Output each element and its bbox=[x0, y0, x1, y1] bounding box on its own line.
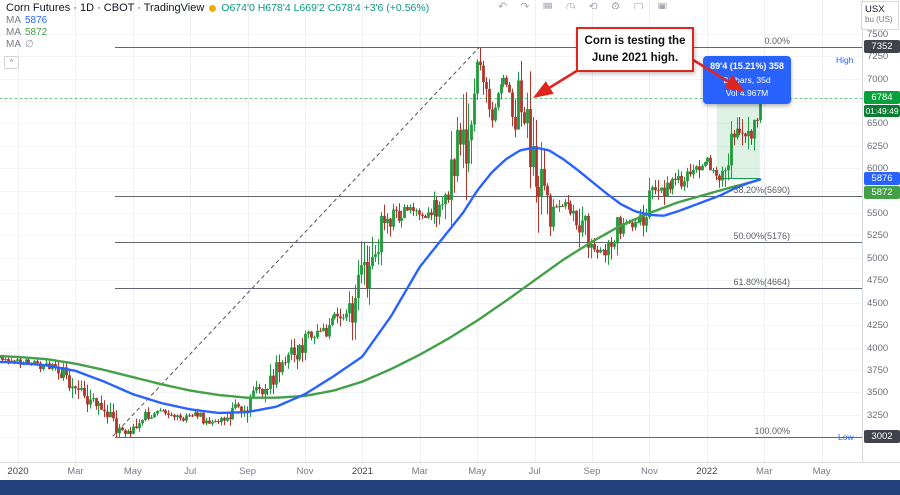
price-tick: 4000 bbox=[867, 342, 889, 354]
ma-indicator-row-1[interactable]: MA 5876 bbox=[6, 15, 429, 26]
top-toolbar-icons: ↶ ↷ ▦ ◷ ⟲ ⚙ ▢ ▣ bbox=[498, 0, 708, 9]
annotation-line-1: Corn is testing the bbox=[584, 35, 686, 47]
ma-blue-value: 5876 bbox=[864, 172, 900, 186]
annotation-text-box[interactable]: Corn is testing the June 2021 high. bbox=[576, 27, 694, 73]
redo-icon[interactable]: ↷ bbox=[520, 1, 530, 9]
high-price-label: 7352 bbox=[864, 40, 900, 53]
pane-expand-button[interactable]: ^ bbox=[4, 56, 19, 69]
price-tick: 6250 bbox=[867, 140, 889, 152]
ohlc-values: O674'0 H678'4 L669'2 C678'4 +3'6 (+0.56%… bbox=[221, 2, 430, 14]
time-tick: May bbox=[123, 466, 142, 477]
measure-price-change: 89'4 (15.21%) 358 bbox=[710, 61, 784, 71]
idea-marker-icon[interactable] bbox=[209, 4, 217, 12]
low-tag: Low bbox=[838, 432, 854, 442]
time-tick: May bbox=[812, 466, 831, 477]
symbol-title[interactable]: Corn Futures · 1D · CBOT · TradingView bbox=[6, 2, 205, 14]
price-tick: 6500 bbox=[867, 118, 889, 130]
measure-tool-tooltip[interactable]: 89'4 (15.21%) 358 24 bars, 35d Vol 4.967… bbox=[703, 56, 791, 105]
unit-currency: USX bbox=[865, 4, 885, 15]
time-tick: Sep bbox=[583, 466, 601, 477]
price-tick: 3250 bbox=[867, 409, 889, 421]
unit-measure: bu (US) bbox=[865, 15, 893, 24]
last-price-label: 6784 01:49:49 bbox=[864, 90, 900, 117]
time-tick: May bbox=[468, 466, 487, 477]
time-tick: Jul bbox=[184, 466, 197, 477]
time-tick: Nov bbox=[296, 466, 314, 477]
chart-pane: Corn Futures · 1D · CBOT · TradingView O… bbox=[0, 0, 862, 462]
unit-selector[interactable]: USX bu (US) bbox=[861, 1, 899, 30]
measure-bars-days: 24 bars, 35d bbox=[723, 74, 771, 85]
time-tick: 2020 bbox=[7, 466, 29, 477]
time-tick: Mar bbox=[756, 466, 773, 477]
measure-volume: Vol 4.967M bbox=[725, 88, 769, 99]
fullscreen-icon[interactable]: ▢ bbox=[633, 1, 644, 9]
ma-value: 5872 bbox=[25, 27, 48, 38]
price-tick: 6000 bbox=[867, 163, 889, 175]
price-tick: 3500 bbox=[867, 387, 889, 399]
undo-icon[interactable]: ↶ bbox=[498, 1, 508, 9]
high-tag: High bbox=[836, 55, 854, 65]
ma-indicator-row-3[interactable]: MA ∅ bbox=[6, 39, 429, 50]
price-tick: 5000 bbox=[867, 252, 889, 264]
ma-indicator-row-2[interactable]: MA 5872 bbox=[6, 27, 429, 38]
replay-icon[interactable]: ⟲ bbox=[588, 1, 598, 9]
alert-clock-icon[interactable]: ◷ bbox=[565, 1, 576, 9]
price-axis[interactable]: 7352 6784 01:49:49 5876 5872 3002 300032… bbox=[862, 0, 900, 462]
annotation-line-2: June 2021 high. bbox=[591, 51, 679, 64]
low-price-value: 3002 bbox=[864, 430, 900, 443]
snapshot-icon[interactable]: ▣ bbox=[656, 1, 668, 9]
bottom-bar bbox=[0, 480, 900, 495]
last-price-value: 6784 bbox=[864, 90, 900, 104]
settings-icon[interactable]: ⚙ bbox=[610, 1, 621, 9]
price-tick: 4500 bbox=[867, 297, 889, 309]
ma-label: MA bbox=[6, 39, 21, 50]
time-tick: Mar bbox=[67, 466, 84, 477]
time-axis[interactable]: 2020 Mar May Jul Sep Nov 2021 Mar May Jul Sep Nov 20… bbox=[0, 462, 900, 480]
time-tick: Nov bbox=[640, 466, 658, 477]
ma-label: MA bbox=[6, 15, 21, 26]
ma-price-labels: 5876 5872 bbox=[864, 172, 900, 200]
ma-value: ∅ bbox=[25, 39, 34, 50]
low-price-label: 3002 bbox=[864, 430, 900, 443]
time-tick: 2022 bbox=[696, 466, 718, 477]
time-tick: Sep bbox=[239, 466, 257, 477]
price-tick: 5250 bbox=[867, 230, 889, 242]
price-tick: 3750 bbox=[867, 364, 889, 376]
price-tick: 7000 bbox=[867, 73, 889, 85]
price-tick: 7500 bbox=[867, 28, 889, 40]
price-tick: 7250 bbox=[867, 51, 889, 63]
ma-green-value: 5872 bbox=[864, 186, 900, 200]
bar-countdown: 01:49:49 bbox=[864, 104, 900, 117]
time-tick: Jul bbox=[528, 466, 541, 477]
ma-value: 5876 bbox=[25, 15, 48, 26]
time-tick: 2021 bbox=[351, 466, 373, 477]
layout-grid-icon[interactable]: ▦ bbox=[542, 1, 553, 9]
symbol-row: Corn Futures · 1D · CBOT · TradingView O… bbox=[6, 2, 429, 14]
high-price-value: 7352 bbox=[864, 40, 900, 53]
price-tick: 4750 bbox=[867, 275, 889, 287]
ma-label: MA bbox=[6, 27, 21, 38]
price-tick: 5500 bbox=[867, 208, 889, 220]
symbol-legend: Corn Futures · 1D · CBOT · TradingView O… bbox=[6, 2, 429, 50]
time-tick: Mar bbox=[411, 466, 428, 477]
price-tick: 4250 bbox=[867, 320, 889, 332]
